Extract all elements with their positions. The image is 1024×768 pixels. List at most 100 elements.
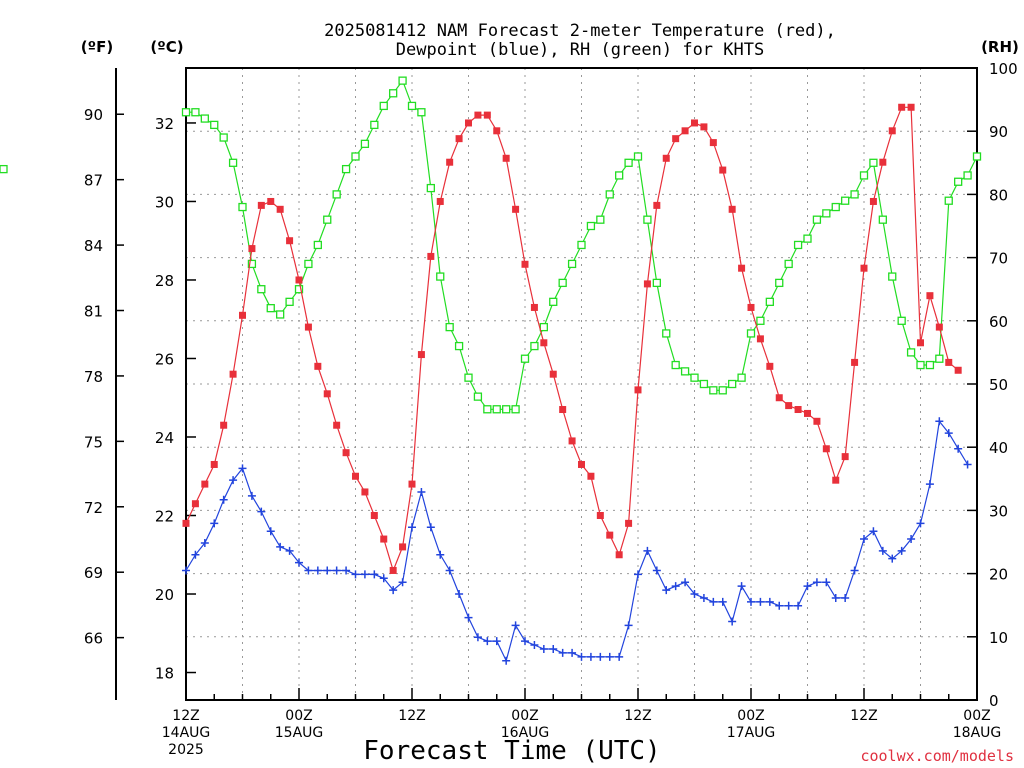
dewpoint-point (483, 637, 492, 646)
dewpoint-point (502, 656, 511, 665)
temperature-point (719, 166, 727, 174)
dewpoint-point (539, 644, 548, 653)
rh-point (276, 310, 285, 319)
rh-point (916, 360, 925, 370)
x-axis-label: Forecast Time (UTC) (363, 736, 660, 766)
rh-point (662, 329, 671, 338)
fahrenheit-tick-label: 81 (84, 303, 103, 321)
temperature-point (549, 370, 557, 378)
dewpoint-point (586, 652, 595, 661)
temperature-point (512, 205, 520, 213)
dewpoint-point (238, 464, 247, 473)
temperature-point (691, 119, 698, 127)
temperature-point (832, 476, 840, 484)
rh-point (454, 341, 464, 351)
dewpoint-point (907, 535, 916, 544)
rh-point (360, 139, 370, 148)
rh-point (417, 108, 426, 117)
dewpoint-point (963, 460, 972, 469)
temperature-point (483, 111, 491, 119)
dewpoint-point (577, 652, 586, 661)
temperature-point (361, 488, 369, 496)
fahrenheit-tick-label: 69 (84, 564, 103, 582)
rh-point (247, 259, 257, 269)
dewpoint-point (869, 527, 878, 536)
temperature-point (399, 543, 407, 551)
dewpoint-point (643, 546, 652, 555)
dewpoint-point (191, 550, 200, 559)
rh-point (567, 259, 577, 269)
dewpoint-point (888, 554, 897, 563)
temperature-point (342, 449, 350, 457)
rh-point (200, 114, 209, 123)
rh-point (511, 405, 520, 414)
temperature-point (954, 366, 962, 374)
dewpoint-point (756, 597, 765, 606)
rh-point (0, 164, 8, 174)
temperature-point (653, 201, 661, 209)
rh-point (558, 278, 567, 288)
temperature-point (493, 127, 501, 135)
x-tick-label: 12Z (172, 708, 199, 724)
dewpoint-point (860, 535, 868, 544)
rh-point (492, 405, 501, 414)
rh-point (304, 259, 313, 269)
temperature-point (502, 154, 510, 162)
temperature-point (794, 406, 802, 414)
temperature-point (389, 566, 397, 574)
dewpoint-point (775, 601, 784, 610)
axis-ticks: 18 20 22 24 26 28 30 32 66 69 72 75 78 81 84 87 90 0 10 20 3… (84, 60, 1018, 758)
rh-point (850, 190, 859, 199)
temperature-point (756, 335, 764, 343)
temperature-point (898, 103, 906, 111)
dewpoint-point (944, 429, 953, 438)
rh-tick-label: 0 (989, 692, 999, 710)
temperature-point (804, 409, 811, 417)
rh-point (398, 76, 407, 85)
temperature-point (455, 135, 463, 143)
dewpoint-point (747, 597, 755, 606)
dewpoint-point (841, 593, 850, 602)
dewpoint-point (850, 566, 859, 575)
temperature-point (229, 370, 237, 378)
temperature-point (672, 135, 680, 143)
temperature-point (474, 111, 482, 119)
temperature-point (785, 402, 793, 410)
dewpoint-point (812, 578, 821, 587)
dewpoint-point (916, 519, 925, 528)
temperature-point (813, 417, 821, 425)
dewpoint-point (295, 558, 303, 567)
dewpoint-point (709, 597, 718, 606)
temperature-point (436, 197, 444, 205)
dewpoint-point (521, 637, 529, 646)
rh-point (257, 285, 266, 294)
rh-point (389, 89, 398, 98)
temperature-point (417, 351, 425, 359)
dewpoint-point (257, 507, 266, 516)
rh-point (464, 373, 473, 382)
rh-point (238, 202, 247, 212)
grid-lines (186, 68, 977, 700)
temperature-point (700, 123, 708, 131)
rh-point (793, 240, 803, 250)
temperature-point (352, 472, 359, 480)
rh-point (859, 171, 869, 180)
dewpoint-point (266, 527, 275, 536)
rh-point (728, 379, 737, 389)
rh-point (530, 341, 539, 351)
dewpoint-point (182, 566, 190, 575)
celsius-tick-label: 18 (155, 665, 174, 683)
fahrenheit-tick-label: 84 (84, 237, 103, 255)
rh-point (313, 240, 322, 250)
rh-point (502, 405, 511, 414)
temperature-point (276, 205, 284, 213)
temperature-point (860, 264, 868, 272)
rh-point (737, 373, 746, 382)
temperature-point (559, 406, 567, 414)
dewpoint-point (285, 546, 294, 555)
rh-point (436, 272, 445, 281)
fahrenheit-tick-label: 75 (84, 433, 103, 451)
rh-tick-label: 50 (989, 376, 1008, 394)
temperature-point (841, 453, 849, 461)
rh-point (323, 215, 332, 224)
